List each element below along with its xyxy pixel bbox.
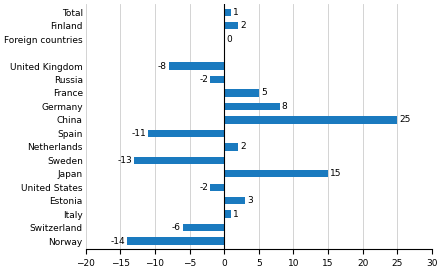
Text: -13: -13 — [117, 156, 132, 165]
Text: 3: 3 — [247, 196, 253, 205]
Text: 0: 0 — [226, 35, 232, 44]
Text: -11: -11 — [131, 129, 146, 138]
Bar — [224, 197, 245, 204]
Text: 1: 1 — [233, 210, 239, 219]
Bar — [183, 224, 224, 231]
Bar — [134, 157, 224, 164]
Bar — [169, 62, 224, 70]
Bar — [210, 184, 224, 191]
Text: 5: 5 — [261, 88, 267, 97]
Bar — [127, 237, 224, 245]
Bar — [210, 76, 224, 83]
Bar — [224, 22, 238, 29]
Bar — [224, 89, 259, 97]
Text: -8: -8 — [158, 61, 167, 70]
Bar — [224, 170, 328, 177]
Bar — [224, 103, 280, 110]
Bar — [224, 116, 397, 123]
Text: -14: -14 — [110, 237, 125, 246]
Bar — [148, 130, 224, 137]
Text: 8: 8 — [282, 102, 287, 111]
Bar — [224, 143, 238, 150]
Text: 15: 15 — [330, 169, 342, 178]
Bar — [224, 8, 231, 16]
Text: 2: 2 — [240, 142, 246, 151]
Text: -2: -2 — [199, 75, 208, 84]
Bar — [224, 211, 231, 218]
Text: -2: -2 — [199, 183, 208, 192]
Text: 1: 1 — [233, 8, 239, 17]
Text: 25: 25 — [400, 115, 411, 124]
Text: 2: 2 — [240, 21, 246, 30]
Text: -6: -6 — [171, 223, 180, 232]
